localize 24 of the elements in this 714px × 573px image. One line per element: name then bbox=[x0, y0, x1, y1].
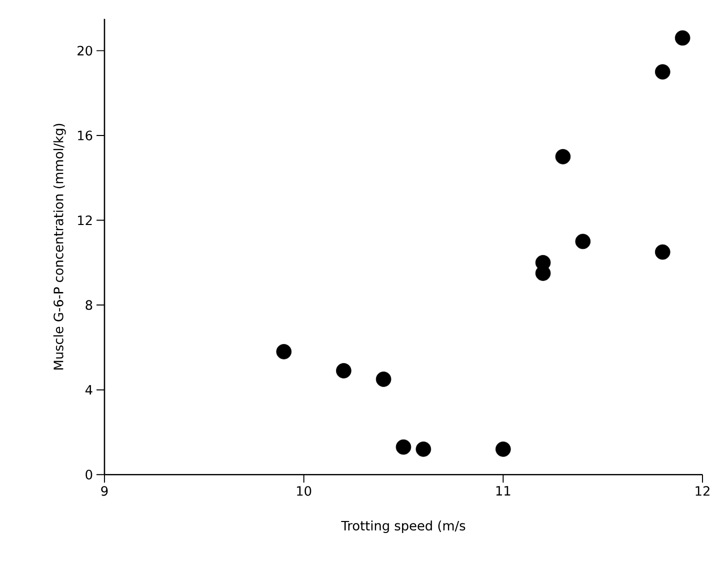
point bbox=[276, 344, 292, 360]
point bbox=[416, 441, 432, 457]
point bbox=[654, 244, 670, 260]
point bbox=[496, 441, 511, 457]
point bbox=[575, 234, 591, 250]
point bbox=[336, 363, 352, 378]
point bbox=[376, 372, 392, 387]
point bbox=[535, 266, 551, 281]
y-tick-label: 16 bbox=[78, 130, 92, 140]
y-tick-label: 0 bbox=[86, 470, 92, 480]
y-tick-label: 20 bbox=[78, 46, 92, 56]
y-tick-label: 4 bbox=[85, 385, 92, 394]
y-tick-label: 8 bbox=[86, 300, 92, 310]
x-tick-label: 12 bbox=[696, 486, 710, 496]
x-axis-title: Trotting speed (m/s bbox=[341, 520, 466, 533]
x-tick-label: 9 bbox=[101, 486, 108, 496]
x-tick-label: 11 bbox=[496, 486, 510, 496]
x-tick-label: 10 bbox=[297, 486, 312, 496]
point bbox=[555, 148, 571, 164]
y-tick-label: 12 bbox=[78, 215, 92, 225]
y-axis-title: Muscle G-6-P concentration (mmol/kg) bbox=[53, 124, 66, 370]
point bbox=[396, 439, 412, 455]
point bbox=[654, 64, 670, 80]
point bbox=[674, 30, 690, 46]
